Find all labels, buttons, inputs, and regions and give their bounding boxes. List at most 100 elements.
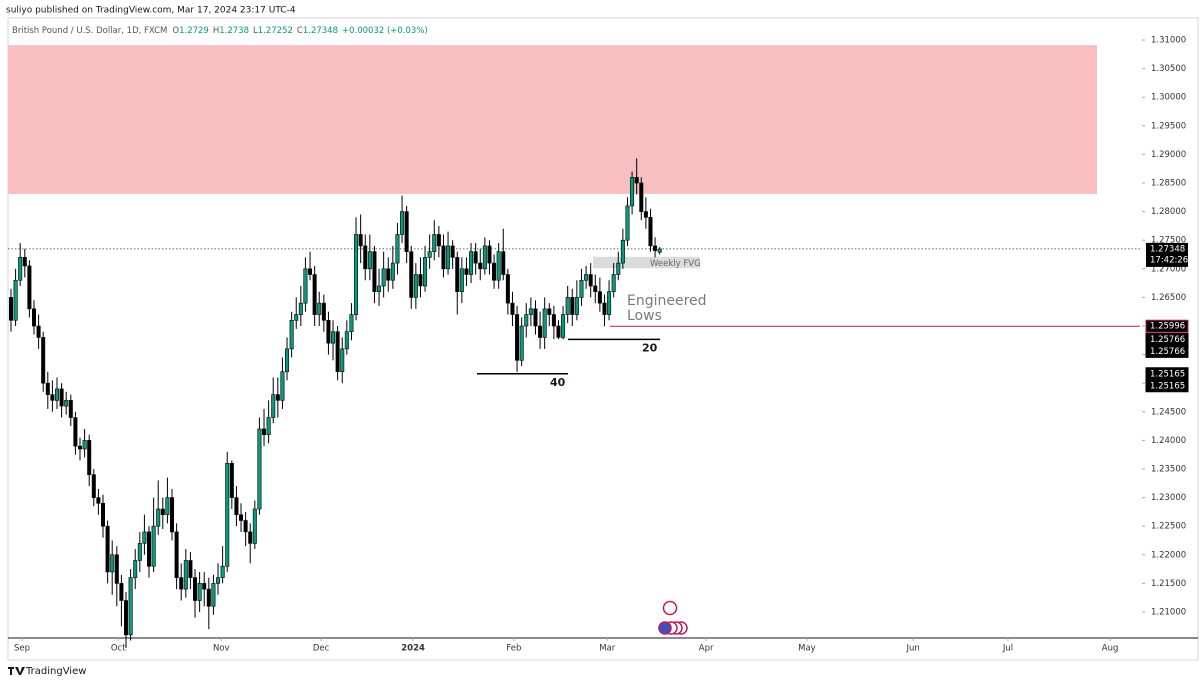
candle-body	[326, 319, 331, 344]
event-icon	[658, 621, 672, 635]
symbol: British Pound / U.S. Dollar, 1D, FXCM	[12, 26, 167, 36]
candle-body	[36, 325, 41, 338]
y-tick-label: 1.22000	[1151, 550, 1186, 560]
candle-body	[574, 297, 579, 315]
candle-body	[492, 262, 497, 281]
candle-body	[482, 245, 487, 270]
candle-body	[202, 583, 207, 590]
candle-body	[377, 285, 382, 292]
x-tick-label: Apr	[699, 644, 714, 654]
candle-body	[436, 234, 441, 247]
y-tick-label: 1.27000	[1151, 264, 1186, 274]
candle-body	[496, 251, 501, 281]
ohlc-value: 1.27348	[303, 26, 338, 36]
candle-body	[639, 182, 644, 212]
candle-body	[515, 314, 520, 361]
legend: British Pound / U.S. Dollar, 1D, FXCM O 1.…	[12, 26, 428, 36]
candle-body	[128, 577, 133, 636]
price-box-label: 1.25165	[1150, 381, 1185, 391]
y-tick-label: 1.29000	[1151, 150, 1186, 160]
candle-body	[487, 245, 492, 264]
candle-body	[542, 308, 547, 338]
candle-body	[156, 508, 161, 527]
candle-body	[597, 291, 602, 304]
candle-body	[87, 440, 92, 476]
candle-body	[64, 400, 69, 407]
price-box-label: 1.25996	[1150, 322, 1185, 332]
candle-body	[312, 274, 317, 315]
candle-body	[625, 205, 630, 241]
footer: TradingView	[8, 666, 86, 677]
x-tick-label: Oct	[111, 644, 126, 654]
candle-body	[183, 560, 188, 590]
candle-body	[464, 268, 469, 275]
ohlc-label: C	[297, 26, 303, 36]
candle-body	[653, 245, 658, 252]
y-tick-label: 1.30500	[1151, 64, 1186, 74]
candle-body	[593, 285, 598, 292]
candle-body	[137, 543, 142, 561]
candle-body	[427, 251, 432, 258]
candle-body	[45, 382, 50, 395]
zone	[8, 45, 1097, 194]
byline: suliyo published on TradingView.com, Mar…	[6, 6, 296, 16]
candle-body	[400, 211, 405, 235]
candle-body	[252, 508, 257, 544]
candle-body	[147, 531, 152, 567]
price-box-label: 1.25766	[1150, 347, 1185, 357]
x-tick-label: Mar	[599, 644, 616, 654]
candle-body	[271, 394, 276, 418]
candles	[8, 158, 662, 649]
ohlc-label: L	[253, 26, 258, 36]
candle-body	[505, 274, 510, 304]
candle-body	[54, 388, 59, 401]
candle-body	[386, 268, 391, 281]
candle-body	[519, 325, 524, 361]
candle-body	[18, 257, 23, 281]
candle-body	[216, 577, 221, 584]
y-tick-label: 1.21500	[1151, 579, 1186, 589]
x-tick-label: Nov	[213, 644, 230, 654]
price-box	[1145, 319, 1189, 333]
candle-body	[354, 234, 359, 315]
candle-body	[105, 525, 110, 573]
y-tick-label: 1.24000	[1151, 436, 1186, 446]
y-tick-label: 1.21000	[1151, 607, 1186, 617]
candle-body	[602, 302, 607, 315]
candle-body	[538, 325, 543, 338]
candle-body	[289, 319, 294, 350]
candle-body	[432, 234, 437, 252]
candle-body	[404, 211, 409, 252]
candle-body	[27, 265, 32, 310]
current-price-box	[1146, 242, 1188, 267]
candle-body	[142, 531, 147, 544]
level-label: 40	[550, 376, 566, 389]
candle-body	[285, 348, 290, 373]
candle-body	[243, 520, 248, 533]
y-tick-label: 1.31000	[1151, 36, 1186, 46]
candle-body	[409, 251, 414, 298]
logo	[8, 667, 25, 675]
candle-body	[418, 274, 423, 287]
candle-body	[133, 560, 138, 578]
y-tick-label: 1.23000	[1151, 493, 1186, 503]
y-tick-label: 1.26500	[1151, 293, 1186, 303]
candle-body	[225, 462, 230, 567]
candle-body	[206, 588, 211, 607]
candle-body	[524, 314, 529, 327]
ohlc-label: O	[172, 26, 179, 36]
candle-body	[565, 297, 570, 315]
candle-body	[570, 297, 575, 315]
candle-body	[372, 251, 377, 292]
candle-body	[82, 440, 87, 450]
candle-body	[8, 297, 13, 321]
change: +0.00032 (+0.03%)	[342, 26, 428, 36]
candle-body	[469, 251, 474, 275]
candle-body	[441, 245, 446, 270]
brand: TradingView	[25, 666, 86, 677]
x-tick-label: Aug	[1102, 644, 1119, 654]
candle-body	[124, 600, 129, 636]
zone	[593, 256, 700, 269]
annotation: Lows	[627, 308, 662, 324]
candle-body	[13, 279, 18, 321]
